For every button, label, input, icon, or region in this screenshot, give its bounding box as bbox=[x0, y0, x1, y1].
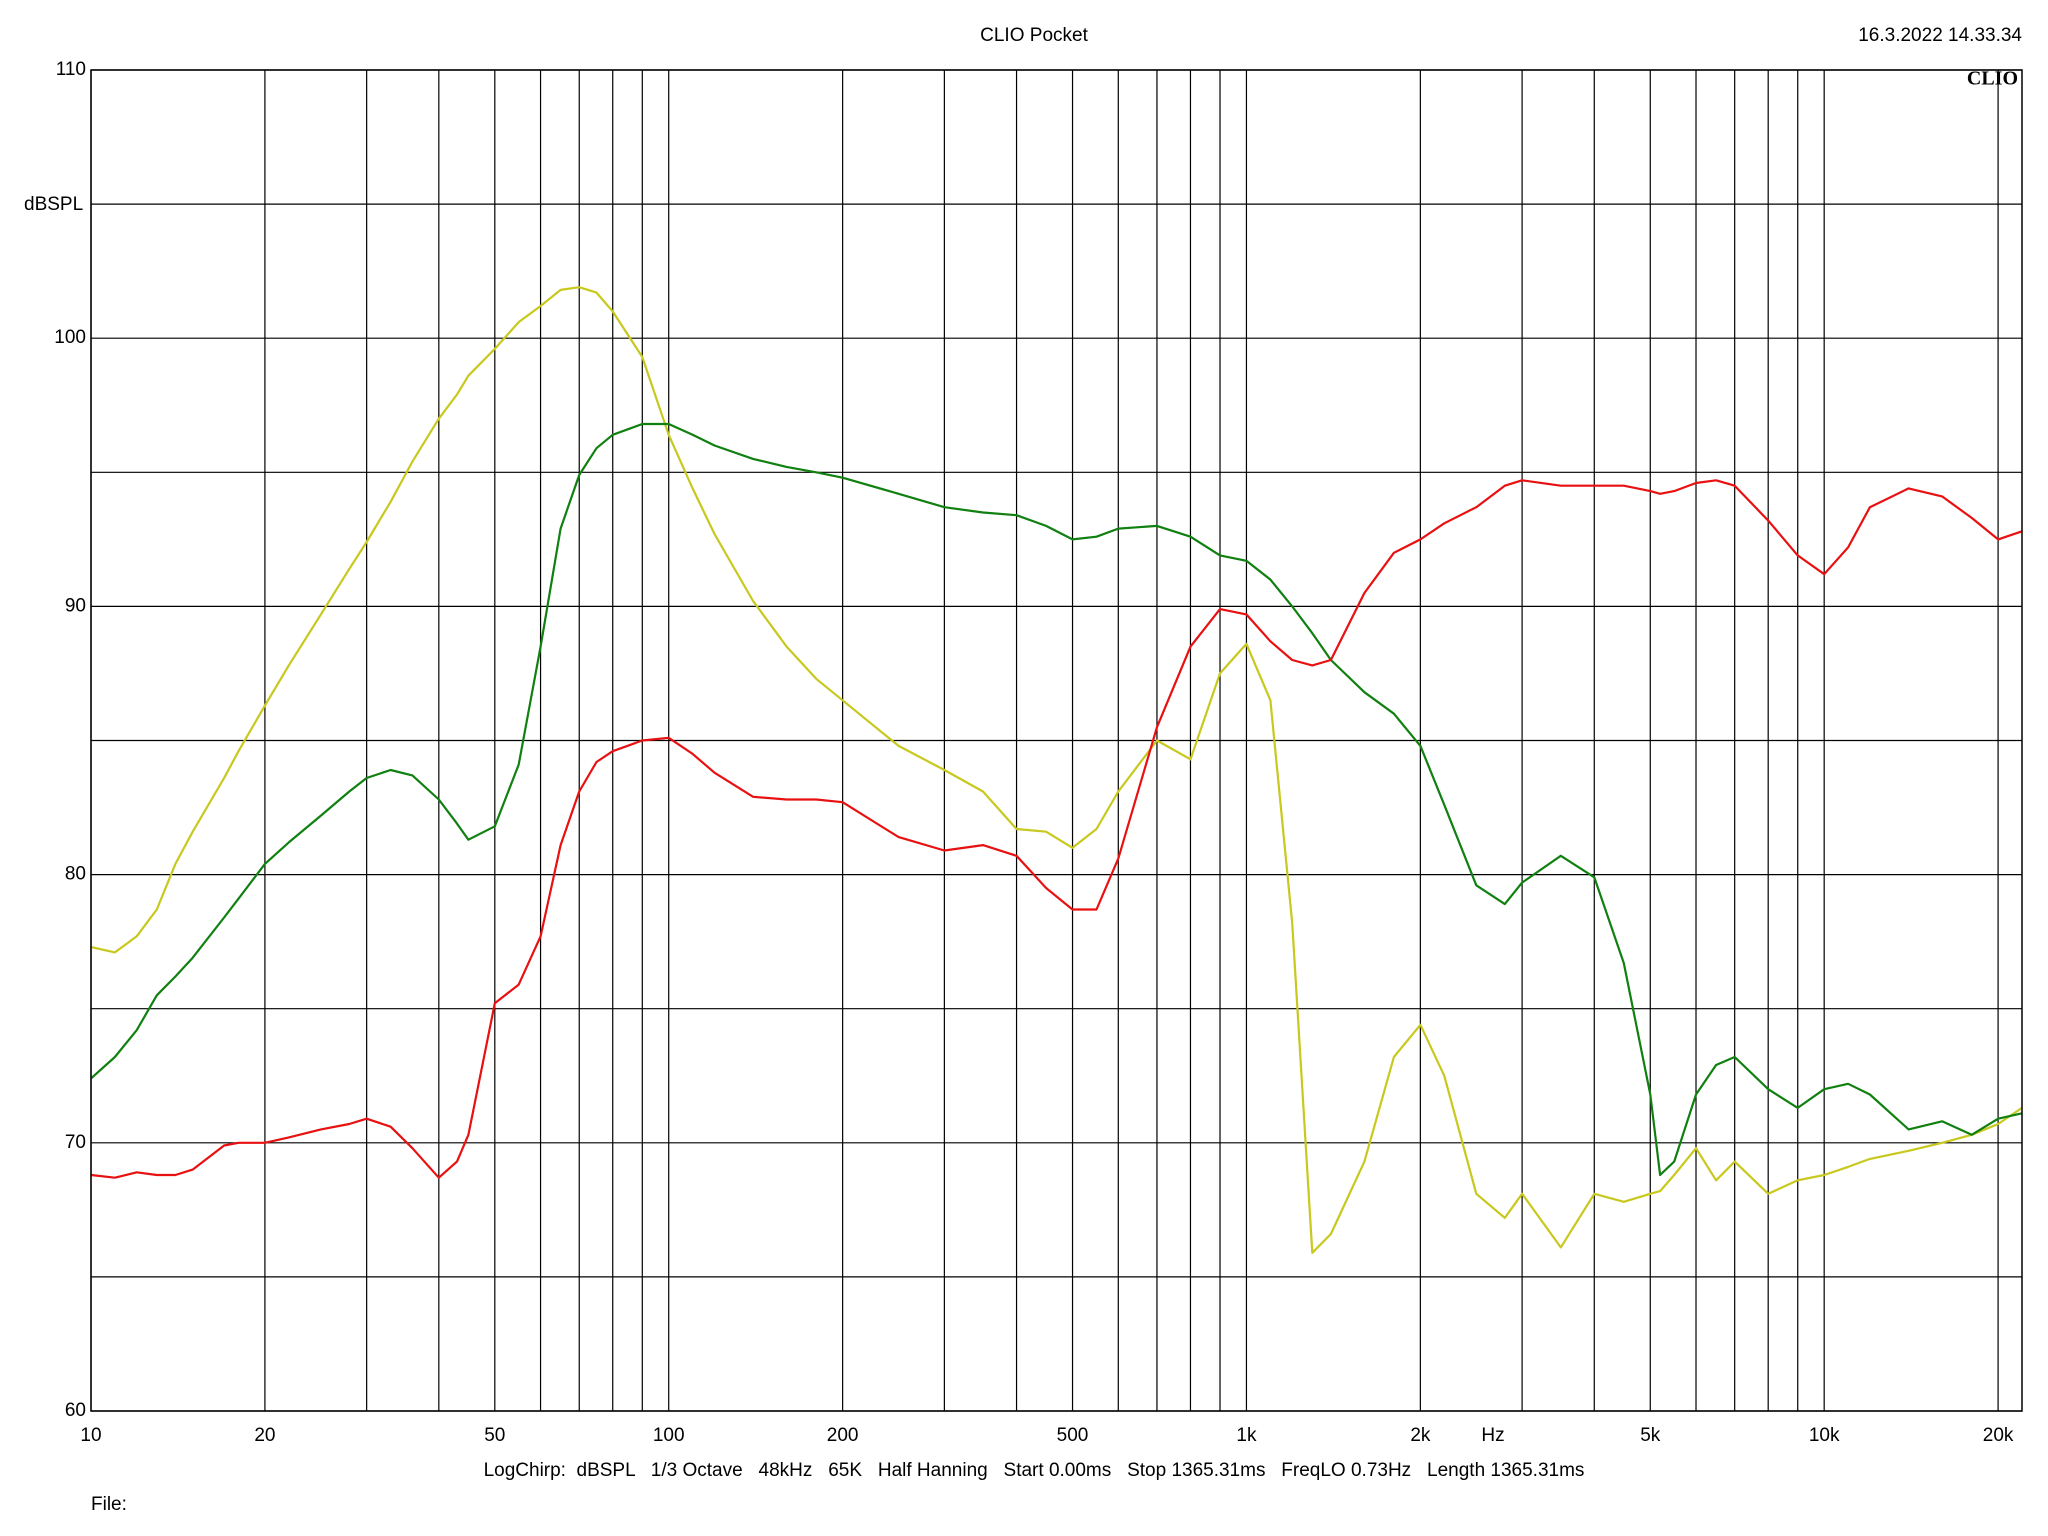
x-tick-label: 10k bbox=[1809, 1425, 1840, 1446]
x-axis-label: Hz bbox=[1481, 1425, 1504, 1446]
y-tick-label: 70 bbox=[65, 1132, 86, 1153]
x-tick-label: 20 bbox=[254, 1425, 275, 1446]
y-tick-label: 60 bbox=[65, 1400, 86, 1421]
y-axis-label: dBSPL bbox=[24, 194, 83, 215]
x-tick-label: 100 bbox=[653, 1425, 685, 1446]
series-line bbox=[90, 479, 2023, 1179]
curves bbox=[90, 286, 2023, 1254]
series-line bbox=[90, 286, 2023, 1254]
chart-title: CLIO Pocket bbox=[980, 25, 1088, 46]
y-tick-label: 100 bbox=[54, 327, 86, 348]
timestamp: 16.3.2022 14.33.34 bbox=[1858, 25, 2022, 46]
x-tick-label: 50 bbox=[484, 1425, 505, 1446]
x-tick-label: 200 bbox=[827, 1425, 859, 1446]
y-tick-label: 110 bbox=[56, 59, 86, 80]
logo: CLIO bbox=[1967, 68, 2018, 90]
x-tick-label: 5k bbox=[1640, 1425, 1661, 1446]
y-tick-label: 80 bbox=[65, 864, 86, 885]
x-tick-label: 500 bbox=[1057, 1425, 1089, 1446]
file-label: File: bbox=[91, 1494, 127, 1515]
x-tick-label: 2k bbox=[1410, 1425, 1431, 1446]
settings-line: LogChirp: dBSPL 1/3 Octave 48kHz 65K Hal… bbox=[484, 1460, 1585, 1481]
plot-frame bbox=[90, 69, 2023, 1412]
x-tick-label: 10 bbox=[80, 1425, 101, 1446]
x-tick-label: 20k bbox=[1983, 1425, 2014, 1446]
x-tick-label: 1k bbox=[1236, 1425, 1257, 1446]
series-line bbox=[90, 422, 2023, 1177]
y-tick-label: 90 bbox=[65, 595, 86, 616]
